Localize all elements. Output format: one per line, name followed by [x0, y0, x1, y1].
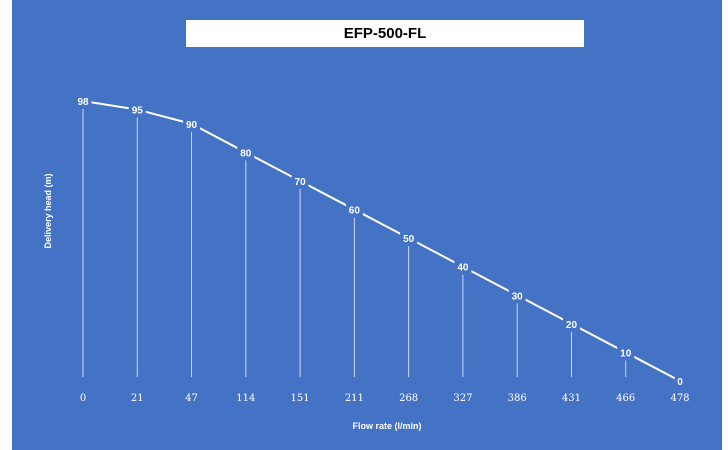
- data-label: 98: [77, 97, 89, 108]
- data-label: 90: [186, 120, 198, 131]
- x-axis-title: Flow rate (l/min): [352, 421, 421, 431]
- x-tick-label: 0: [80, 393, 86, 404]
- chart-title: EFP-500-FL: [186, 20, 584, 47]
- data-label: 80: [240, 148, 252, 159]
- x-tick-label: 327: [453, 393, 472, 404]
- data-label: 60: [349, 206, 361, 217]
- data-label-bg: [237, 146, 255, 159]
- data-label-bg: [400, 232, 418, 245]
- data-label: 10: [620, 348, 632, 359]
- x-tick-label: 478: [670, 393, 689, 404]
- data-label-bg: [508, 289, 526, 302]
- data-label-bg: [128, 103, 146, 116]
- data-label-bg: [183, 117, 201, 130]
- x-tick-label: 268: [399, 393, 418, 404]
- data-label-bg: [74, 95, 92, 107]
- data-label-bg: [617, 346, 635, 359]
- data-label: 30: [512, 291, 524, 302]
- data-label: 40: [457, 263, 469, 274]
- x-tick-label: 21: [131, 393, 144, 404]
- data-label-bg: [345, 203, 363, 216]
- x-tick-label: 211: [345, 393, 364, 404]
- data-label-bg: [562, 317, 580, 330]
- series-line: [82, 100, 681, 382]
- x-tick-label: 386: [508, 393, 527, 404]
- x-tick-label: 151: [291, 393, 310, 404]
- data-label: 50: [403, 234, 415, 245]
- data-label: 0: [677, 377, 683, 388]
- x-tick-label: 466: [616, 393, 635, 404]
- data-label: 95: [132, 106, 144, 117]
- chart-area: [12, 0, 722, 450]
- x-tick-label: 431: [562, 393, 581, 404]
- x-tick-label: 114: [236, 393, 255, 404]
- data-label-bg: [454, 260, 472, 273]
- data-label: 70: [295, 177, 307, 188]
- data-label: 20: [566, 320, 578, 331]
- y-axis-title: Delivery head (m): [43, 173, 53, 248]
- data-label-bg: [291, 175, 309, 187]
- data-label-bg: [674, 375, 686, 387]
- x-tick-label: 47: [185, 393, 198, 404]
